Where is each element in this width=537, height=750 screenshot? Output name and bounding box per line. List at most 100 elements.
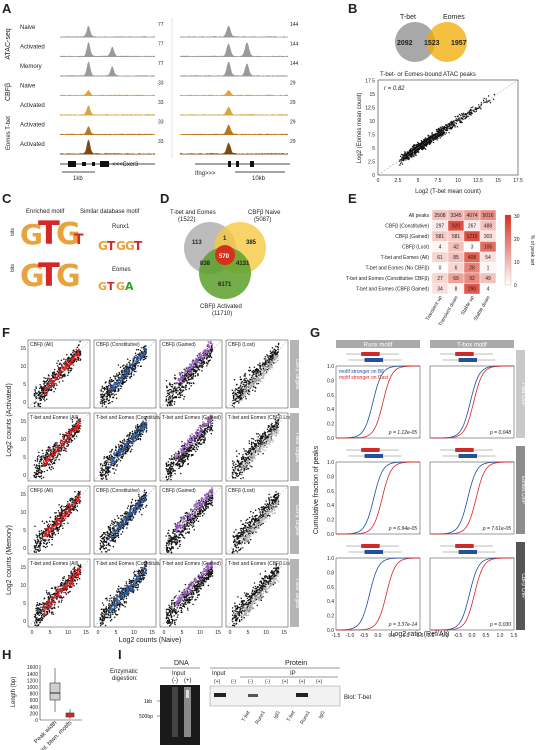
f-xtick-1-3: 15 — [149, 630, 155, 636]
g-pvalue-0-0: p = 1.12e-05 — [388, 430, 417, 436]
heat-e-row-0: All peaks — [409, 213, 430, 219]
scatter-b-xtick-6: 15 — [495, 178, 501, 184]
heat-e-value-4-2: 408 — [468, 255, 477, 261]
f-title-2-3: CBFβ (Lost) — [228, 488, 255, 494]
track-label-4: Activated — [20, 103, 45, 109]
g-xtick-1-6: 1.5 — [511, 633, 518, 639]
legend-e-20: 20 — [514, 237, 520, 243]
heat-e-value-2-3: 303 — [484, 234, 493, 240]
venn-eomes-label: Eomes — [443, 14, 465, 21]
i-sign-0: (+) — [214, 679, 221, 685]
f-xtick-2-0: 0 — [163, 630, 166, 636]
track-1-left — [60, 41, 155, 57]
i-lane-2: IgG — [273, 710, 282, 720]
track-label-5: Activated — [20, 123, 45, 129]
heat-e-value-2-1: 581 — [452, 234, 461, 240]
scatter-b-r: r = 0.82 — [384, 86, 405, 92]
g-pvalue-1-0: p = 6.94e-05 — [388, 526, 417, 532]
panel-a-track-labels: Naive 77 144 Activated 77 144 Memory 77 144 Naive… — [20, 22, 299, 148]
panel-e-letter: E — [348, 191, 357, 206]
h-box-peak-width — [49, 682, 61, 701]
g-header-band-1 — [430, 340, 514, 348]
f-title-3-0: T-bet and Eomes (All) — [30, 561, 79, 567]
venn-d-c-count: (11710) — [212, 311, 232, 317]
scatter-b-ylabel: Log2 (Eomes mean count) — [357, 93, 363, 164]
f-plot-1-2: T-bet and Eomes (Gained) — [159, 412, 223, 482]
panel-a-letter: A — [2, 1, 12, 16]
cbfb-group-label: CBFβ — [5, 83, 12, 101]
f-title-1-0: T-bet and Eomes (All) — [30, 415, 79, 421]
f-xtick-1-1: 5 — [115, 630, 118, 636]
f-xtick-0-1: 5 — [49, 630, 52, 636]
scatter-b-ytick-1: 2.5 — [368, 160, 375, 166]
heat-e-value-0-3: 5016 — [482, 213, 493, 219]
heat-e-value-7-1: 8 — [455, 287, 458, 293]
f-side-label-3: T-box Targets — [294, 578, 300, 609]
h-ytick-2: 400 — [30, 705, 39, 711]
track-max-left-5: 33 — [158, 120, 164, 126]
heat-e-value-6-0: 27 — [437, 276, 443, 282]
scatter-b-xtick-3: 7.5 — [435, 178, 442, 184]
f-ytick-1-2: 10 — [20, 437, 26, 443]
g-ytick-0-2: 0.4 — [327, 407, 334, 413]
g-xlabel: Log2 ratio (Ref/Alt) — [391, 631, 450, 638]
heat-e-col-3: Stable down — [473, 295, 492, 322]
track-max-right-3: 29 — [290, 81, 296, 87]
h-ytick-5: 1000 — [27, 685, 38, 691]
g-ytick-0-1: 0.2 — [327, 422, 334, 428]
panel-b-venn: T-bet Eomes 2092 1523 1957 — [395, 14, 467, 62]
g-ytick-1-0: 0.0 — [327, 532, 334, 538]
heat-e-value-6-3: 49 — [485, 276, 491, 282]
track-max-right-4: 29 — [290, 100, 296, 106]
i-enzymatic: Enzymatic — [110, 669, 138, 675]
f-plot-2-1: CBFβ (Constitutive) — [93, 485, 157, 555]
f-plot-2-0: CBFβ (All) 0 5 10 15 — [20, 485, 91, 555]
panel-h-letter: H — [2, 647, 11, 662]
heat-e-row-5: T-bet and Eomes (No CBFβ) — [366, 266, 430, 272]
g-header-1: T-box motif — [457, 343, 487, 349]
atac-group-label: ATAC-seq — [5, 28, 12, 59]
f-xtick-3-2: 10 — [263, 630, 269, 636]
heat-e-value-2-2: 1215 — [466, 234, 477, 240]
track-6-right — [180, 142, 288, 155]
i-sign-1: (-) — [231, 679, 236, 685]
i-sign-3: (-) — [265, 679, 270, 685]
heat-e-value-7-2: 290 — [468, 287, 477, 293]
f-title-2-1: CBFβ (Constitutive) — [96, 488, 140, 494]
track-1-right — [180, 42, 288, 57]
i-lane-1: Runx1 — [254, 710, 267, 726]
g-xtick-1-5: 1.0 — [497, 633, 504, 639]
track-label-0: Naive — [20, 25, 36, 31]
svg-text:G: G — [20, 218, 43, 251]
track-2-right — [180, 61, 288, 77]
g-ytick-2-2: 0.4 — [327, 599, 334, 605]
heat-e-value-7-3: 4 — [487, 287, 490, 293]
f-ytick-3-1: 5 — [23, 601, 26, 607]
panel-e-heatmap: All peaks 2508 3345 4074 5016 CBFβ (Constitut… — [346, 209, 497, 327]
i-sign-5: (+) — [299, 679, 306, 685]
scatter-b-ytick-4: 10 — [369, 119, 375, 125]
g-ytick-2-5: 1.0 — [327, 556, 334, 562]
h-ytick-6: 1200 — [27, 678, 38, 684]
f-title-3-1: T-bet and Eomes (Constitutive CBFβ) — [96, 561, 180, 567]
gene-models: <<<Cxcr3 1kb Ifng>>> 10kb — [60, 161, 290, 182]
legend-e-10: 10 — [514, 260, 520, 266]
scatter-b-xtick-2: 5 — [417, 178, 420, 184]
heat-e-cell-7-3 — [479, 283, 497, 295]
f-plot-0-3: CBFβ (Lost) — [225, 339, 289, 409]
legend-e-title: % of peak set — [529, 235, 535, 266]
heat-e-row-7: T-bet and Eomes (CBFβ Gained) — [356, 287, 430, 293]
g-plot-1-0: p = 6.94e-05 0.0 0.2 0.4 0.6 0.8 1.0 — [327, 448, 421, 538]
f-side-band-1 — [290, 413, 299, 481]
h-ylabel: Length (bp) — [11, 677, 17, 708]
svg-text:T: T — [38, 214, 60, 252]
f-title-0-0: CBFβ (All) — [30, 342, 53, 348]
track-max-left-3: 33 — [158, 81, 164, 87]
f-xtick-3-1: 5 — [247, 630, 250, 636]
f-plot-1-3: T-bet and Eomes (CBFβ Lost) — [225, 412, 295, 482]
f-xtick-1-0: 0 — [97, 630, 100, 636]
svg-text:G: G — [98, 280, 107, 293]
svg-text:G: G — [116, 239, 126, 253]
f-plot-1-1: T-bet and Eomes (Constitutive CBFβ) — [93, 412, 180, 482]
svg-text:G: G — [56, 259, 81, 294]
